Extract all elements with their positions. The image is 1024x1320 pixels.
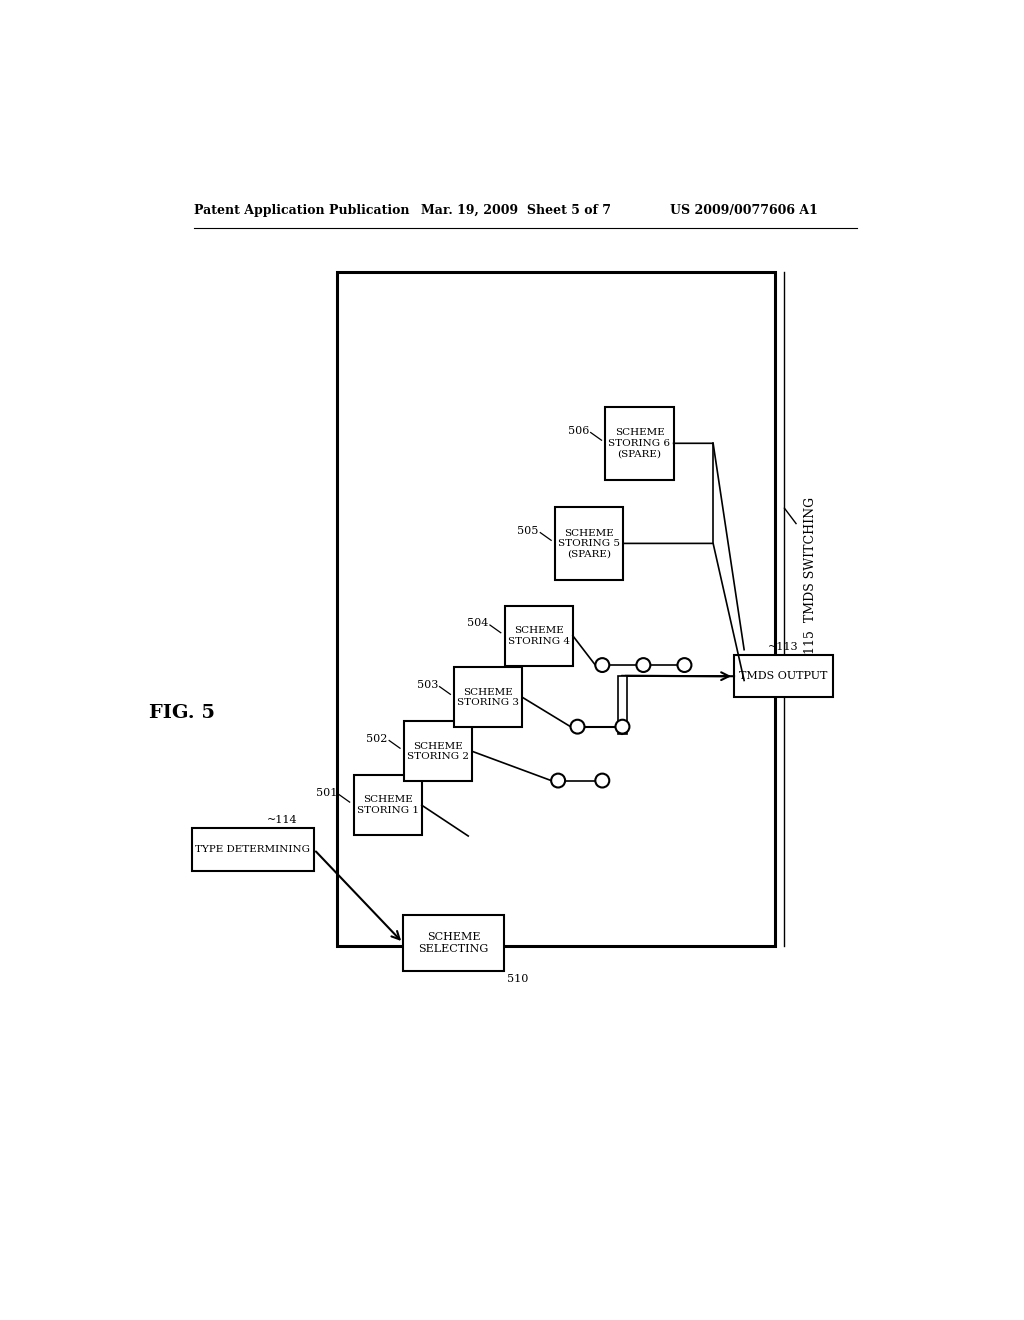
Bar — [505, 606, 572, 665]
Text: 505: 505 — [517, 527, 539, 536]
Text: ~113: ~113 — [768, 642, 799, 652]
Text: TMDS OUTPUT: TMDS OUTPUT — [739, 672, 827, 681]
Text: TYPE DETERMINING: TYPE DETERMINING — [196, 845, 310, 854]
Text: SCHEME
STORING 5
(SPARE): SCHEME STORING 5 (SPARE) — [558, 528, 621, 558]
Text: SCHEME
STORING 4: SCHEME STORING 4 — [508, 626, 569, 645]
Bar — [191, 829, 314, 871]
Text: ~114: ~114 — [266, 816, 297, 825]
Text: 502: 502 — [367, 734, 388, 744]
Text: SCHEME
SELECTING: SCHEME SELECTING — [419, 932, 488, 954]
Text: 510: 510 — [507, 974, 528, 983]
Text: SCHEME
STORING 6
(SPARE): SCHEME STORING 6 (SPARE) — [608, 429, 671, 458]
Text: 503: 503 — [417, 680, 438, 690]
Bar — [403, 721, 472, 781]
Text: 506: 506 — [567, 426, 589, 436]
Bar — [337, 272, 775, 946]
Circle shape — [595, 659, 609, 672]
Text: 504: 504 — [467, 619, 488, 628]
Circle shape — [678, 659, 691, 672]
Circle shape — [636, 659, 650, 672]
Text: Mar. 19, 2009  Sheet 5 of 7: Mar. 19, 2009 Sheet 5 of 7 — [421, 205, 611, 218]
Bar — [734, 655, 834, 697]
Bar — [455, 668, 522, 727]
Bar — [353, 775, 422, 836]
Text: 115  TMDS SWITCHING: 115 TMDS SWITCHING — [804, 498, 816, 655]
Bar — [617, 676, 627, 734]
Text: SCHEME
STORING 1: SCHEME STORING 1 — [356, 796, 419, 814]
Bar — [605, 407, 674, 480]
Circle shape — [551, 774, 565, 788]
Text: FIG. 5: FIG. 5 — [150, 704, 215, 722]
Text: SCHEME
STORING 3: SCHEME STORING 3 — [458, 688, 519, 708]
Circle shape — [595, 774, 609, 788]
Circle shape — [615, 719, 630, 734]
Text: US 2009/0077606 A1: US 2009/0077606 A1 — [671, 205, 818, 218]
Text: Patent Application Publication: Patent Application Publication — [194, 205, 410, 218]
Text: 501: 501 — [315, 788, 337, 797]
Bar — [555, 507, 624, 579]
Circle shape — [570, 719, 585, 734]
Bar — [403, 915, 504, 970]
Text: SCHEME
STORING 2: SCHEME STORING 2 — [407, 742, 469, 762]
